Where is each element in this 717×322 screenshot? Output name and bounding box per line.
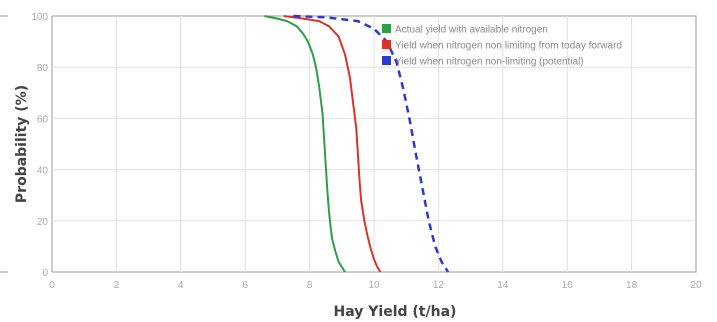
series-line-1 (264, 15, 346, 273)
x-tick-label: 2 (114, 280, 120, 291)
y-tick-label: 20 (37, 217, 49, 228)
x-tick-label: 4 (178, 280, 184, 291)
y-tick-label: 60 (37, 114, 49, 125)
y-tick-label: 100 (31, 12, 48, 23)
series-line-2 (283, 15, 382, 273)
x-tick-label: 8 (307, 280, 313, 291)
y-tick-label: 0 (42, 268, 48, 279)
legend-swatch-3 (382, 56, 391, 65)
x-tick-label: 16 (562, 280, 574, 291)
x-tick-label: 20 (690, 280, 702, 291)
series-lines (264, 14, 450, 273)
y-axis-title: Probability (%) (14, 85, 30, 203)
x-tick-label: 6 (242, 280, 248, 291)
legend: Actual yield with available nitrogen Yiel… (382, 24, 622, 68)
x-tick-label: 0 (49, 280, 55, 291)
grid (52, 16, 696, 272)
y-tick-label: 80 (37, 63, 49, 74)
legend-swatch-1 (382, 24, 391, 33)
legend-label-2: Yield when nitrogen non limiting from to… (395, 41, 622, 52)
legend-label-1: Actual yield with available nitrogen (395, 25, 548, 36)
x-axis-title: Hay Yield (t/ha) (334, 304, 457, 320)
x-tick-label: 18 (626, 280, 638, 291)
y-tick-label: 40 (37, 166, 49, 177)
x-tick-label: 10 (368, 280, 380, 291)
x-tick-label: 12 (433, 280, 445, 291)
legend-swatch-2 (382, 40, 391, 49)
x-tick-label: 14 (497, 280, 509, 291)
legend-label-3: Yield when nitrogen non-limiting (potent… (395, 57, 584, 68)
axis-ticks: 0 2 4 6 8 10 12 14 16 18 20 0 20 40 60 80 100 (0, 12, 702, 291)
